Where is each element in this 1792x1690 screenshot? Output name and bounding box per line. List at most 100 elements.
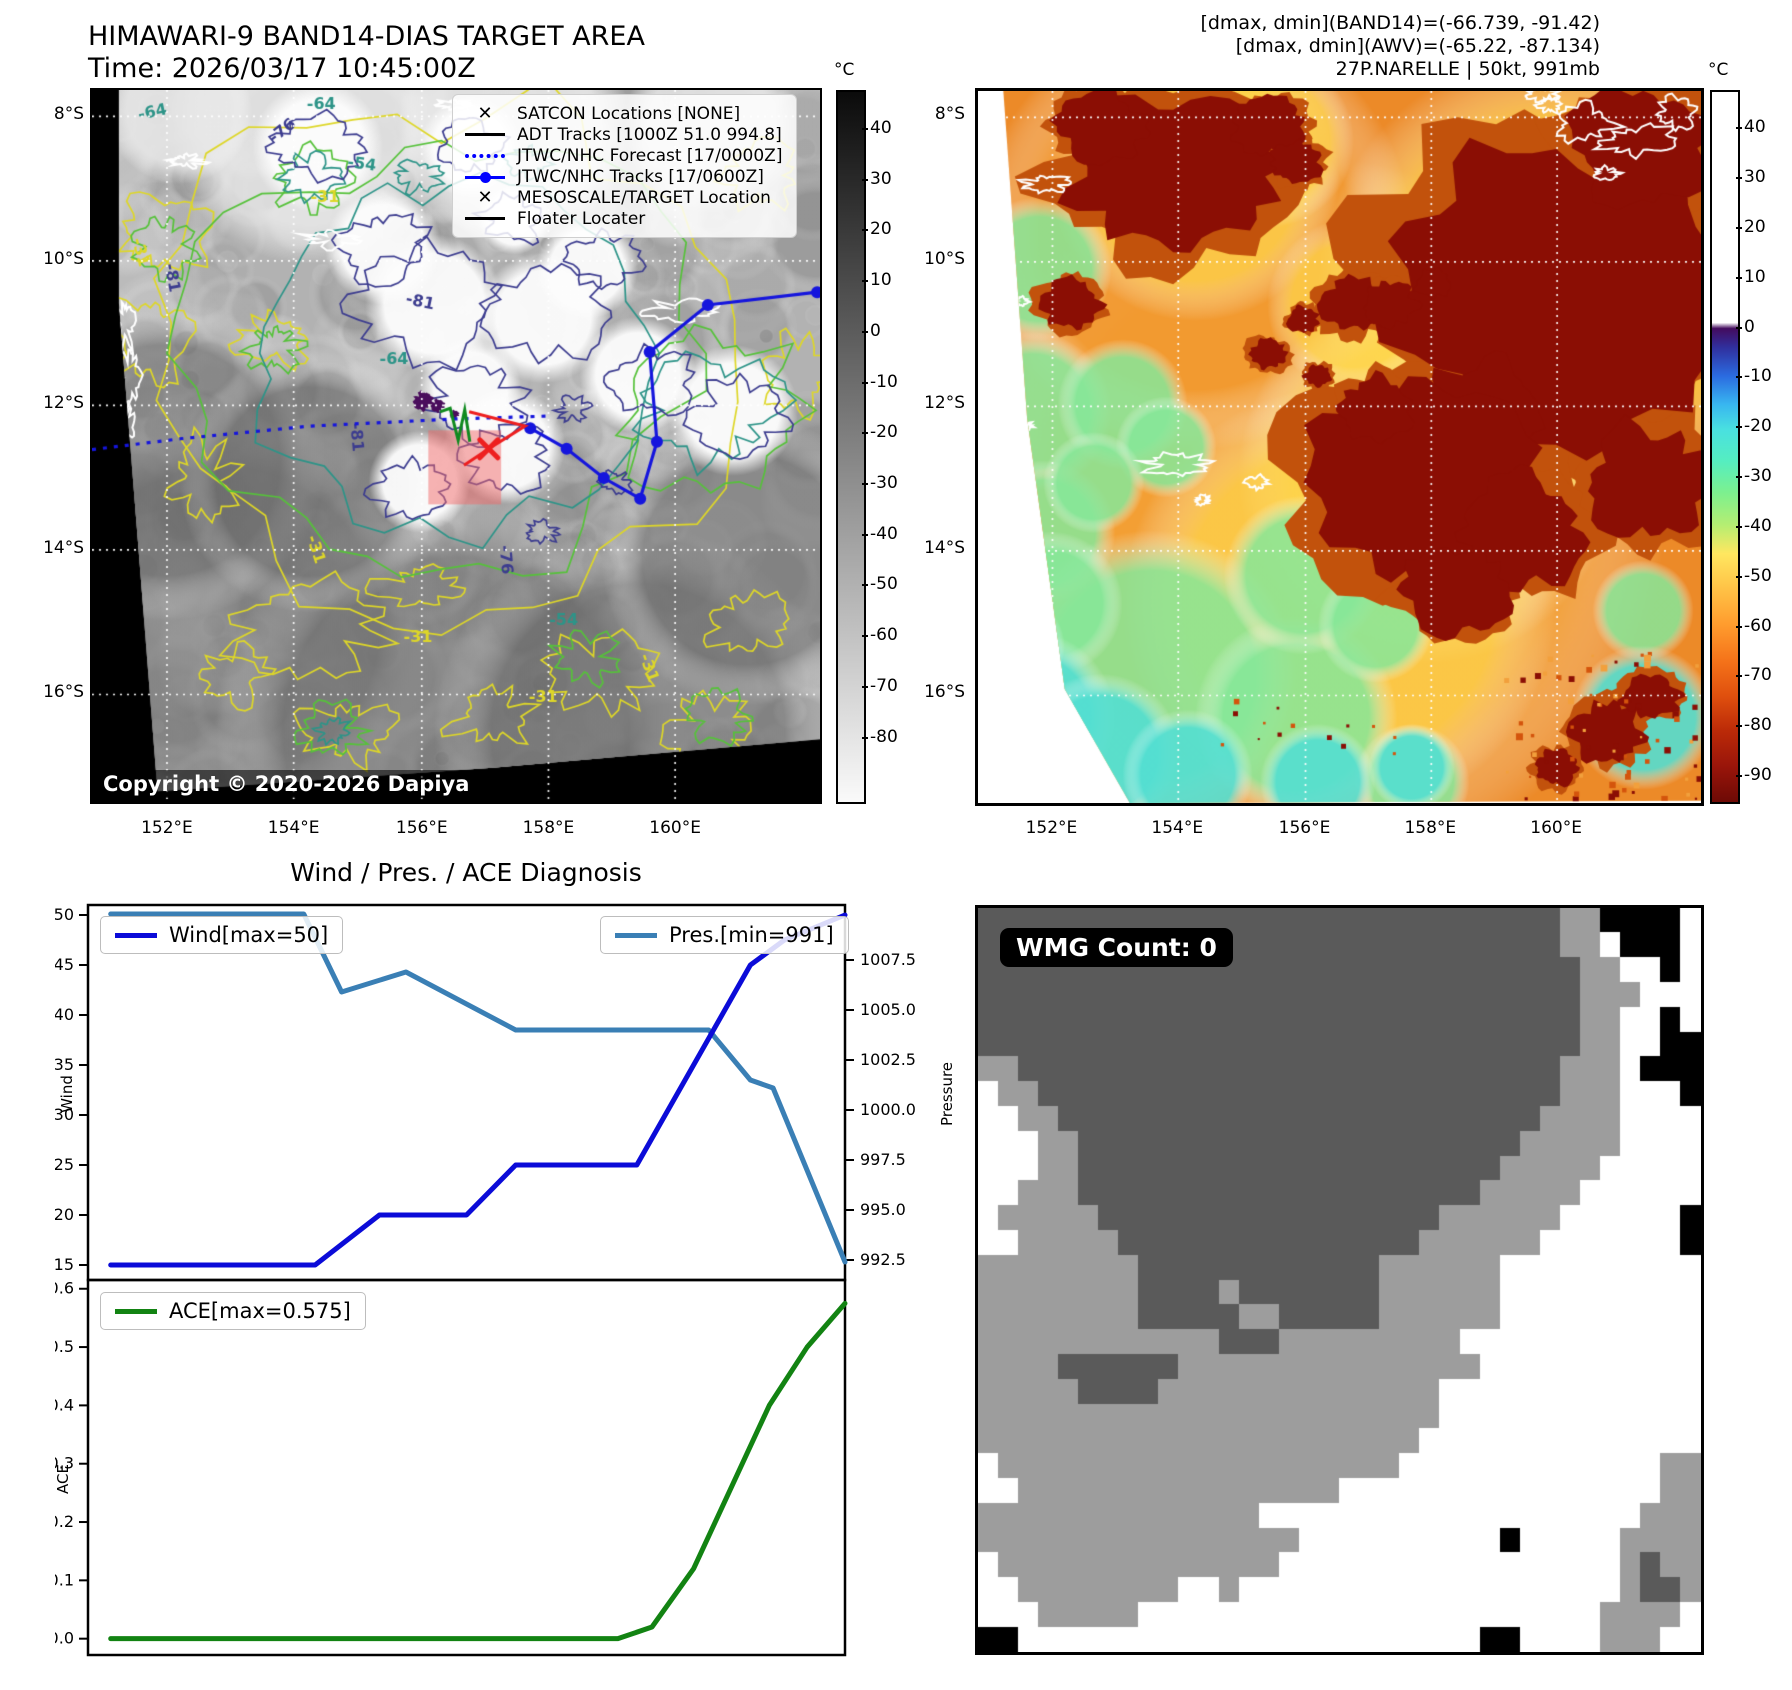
awv-colorbar-tick: 30: [1744, 167, 1766, 188]
awv-colorbar-tick: -80: [1744, 715, 1772, 736]
awv-y-tick-label: 16°S: [924, 682, 965, 703]
pressure-tick-label: 1005.0: [860, 1000, 916, 1019]
awv-colorbar-tickmark: [1736, 326, 1742, 329]
awv-colorbar-tickmark: [1736, 625, 1742, 628]
legend-label: MESOSCALE/TARGET Location: [517, 187, 771, 208]
ace-tick-label: 0.5: [55, 1337, 74, 1356]
ace-tick-label: 0.2: [55, 1512, 74, 1531]
band14-colorbar-tick: -80: [870, 726, 898, 747]
band14-x-tick-label: 154°E: [267, 818, 320, 838]
band14-x-tick-label: 152°E: [141, 818, 193, 838]
ace-tick-label: 0.1: [55, 1570, 74, 1589]
awv-colorbar-tickmark: [1736, 675, 1742, 678]
band14-colorbar-tick: -10: [870, 371, 898, 392]
diagnosis-title: Wind / Pres. / ACE Diagnosis: [290, 858, 642, 887]
wind-tick-label: 20: [55, 1205, 74, 1224]
band14-colorbar-tickmark: [862, 178, 868, 181]
band14-colorbar-tick: 0: [870, 320, 881, 341]
pressure-line: [108, 911, 848, 1265]
legend-label: SATCON Locations [NONE]: [517, 103, 741, 124]
forecast-dotted-line-icon: [463, 146, 507, 166]
awv-colorbar-tickmark: [1736, 177, 1742, 180]
awv-colorbar-tickmark: [1736, 376, 1742, 379]
awv-colorbar-tick: 20: [1744, 217, 1766, 238]
awv-colorbar-tick: -40: [1744, 515, 1772, 536]
awv-colorbar-title: °C: [1708, 60, 1729, 80]
band14-colorbar-tickmark: [862, 635, 868, 638]
wind-tick-label: 35: [55, 1055, 74, 1074]
wind-tick-label: 45: [55, 955, 74, 974]
band14-x-tick-label: 160°E: [649, 818, 701, 838]
awv-colorbar-tickmark: [1736, 276, 1742, 279]
floater-line-icon: [463, 209, 507, 229]
satcon-x-icon: ✕: [477, 103, 493, 124]
awv-colorbar-tick: -90: [1744, 765, 1772, 786]
band14-colorbar-tickmark: [862, 280, 868, 283]
awv-header-line1: [dmax, dmin](BAND14)=(-66.739, -91.42): [1200, 12, 1600, 34]
legend-item-tracks: JTWC/NHC Tracks [17/0600Z]: [463, 166, 782, 187]
band14-colorbar-tickmark: [862, 432, 868, 435]
legend-label: JTWC/NHC Forecast [17/0000Z]: [517, 145, 783, 166]
awv-y-tick-label: 14°S: [924, 537, 965, 558]
band14-y-tick-label: 8°S: [53, 104, 84, 125]
band14-colorbar-tickmark: [862, 483, 868, 486]
wind-tick-label: 30: [55, 1105, 74, 1124]
band14-title-line1: HIMAWARI-9 BAND14-DIAS TARGET AREA: [88, 21, 645, 52]
awv-x-tick-label: 156°E: [1278, 818, 1331, 838]
awv-colorbar-tick: 40: [1744, 117, 1766, 138]
awv-colorbar-tick: -50: [1744, 565, 1772, 586]
ace-line: [108, 1300, 848, 1642]
ace-tick-label: 0.6: [55, 1279, 74, 1298]
legend-item-adt: ADT Tracks [1000Z 51.0 994.8]: [463, 124, 782, 145]
awv-header: [dmax, dmin](BAND14)=(-66.739, -91.42) […: [1000, 12, 1600, 81]
band14-colorbar-tick: -70: [870, 675, 898, 696]
pressure-axis-label: Pressure: [938, 1061, 957, 1127]
wind-legend: Wind[max=50]: [100, 916, 344, 954]
diagnosis-charts: 15 20 25 30 35 40 45 50 1007.5 1005.0 1002.5 1000.0…: [55, 903, 916, 1657]
awv-satellite-map: [975, 88, 1704, 806]
awv-colorbar-tickmark: [1736, 775, 1742, 778]
ace-axis-label: ACE: [53, 1464, 72, 1494]
pressure-tick-label: 992.5: [860, 1250, 906, 1269]
ace-legend: ACE[max=0.575]: [100, 1292, 366, 1330]
awv-colorbar-tick: -60: [1744, 615, 1772, 636]
wmg-mask-map: [975, 905, 1704, 1655]
awv-x-tick-label: 160°E: [1530, 818, 1582, 838]
awv-header-line3: 27P.NARELLE | 50kt, 991mb: [1335, 58, 1600, 80]
awv-x-tick-label: 152°E: [1025, 818, 1078, 838]
wind-line-icon: [115, 932, 157, 938]
band14-title-line2: Time: 2026/03/17 10:45:00Z: [88, 53, 476, 84]
awv-colorbar-tick: -30: [1744, 466, 1772, 487]
band14-colorbar-tickmark: [862, 330, 868, 333]
wind-plot-frame: [86, 903, 847, 1282]
band14-colorbar-tick: -50: [870, 574, 898, 595]
band14-colorbar-tickmark: [862, 128, 868, 131]
band14-colorbar-tickmark: [862, 685, 868, 688]
band14-colorbar-tick: -40: [870, 523, 898, 544]
ace-line-icon: [115, 1308, 157, 1314]
band14-colorbar-tick: 10: [870, 270, 892, 291]
awv-x-tick-label: 158°E: [1404, 818, 1457, 838]
awv-y-tick-label: 12°S: [924, 393, 965, 414]
wind-line: [108, 912, 848, 1268]
awv-colorbar-tickmark: [1736, 476, 1742, 479]
awv-header-line2: [dmax, dmin](AWV)=(-65.22, -87.134): [1235, 35, 1600, 57]
wind-tick-label: 50: [55, 905, 74, 924]
band14-colorbar-tick: -20: [870, 422, 898, 443]
band14-colorbar-tickmark: [862, 381, 868, 384]
awv-colorbar-tickmark: [1736, 227, 1742, 230]
legend-item-satcon: ✕ SATCON Locations [NONE]: [463, 103, 782, 124]
band14-x-tick-label: 158°E: [522, 818, 575, 838]
pressure-legend: Pres.[min=991]: [600, 916, 849, 954]
awv-colorbar-tickmark: [1736, 575, 1742, 578]
band14-y-tick-label: 10°S: [43, 248, 84, 269]
band14-y-tick-label: 14°S: [43, 537, 84, 558]
track-line-dot-icon: [463, 167, 507, 187]
awv-colorbar-tick: 10: [1744, 266, 1766, 287]
awv-colorbar-tick: -10: [1744, 366, 1772, 387]
band14-map-legend: ✕ SATCON Locations [NONE] ADT Tracks [100…: [452, 94, 798, 238]
band14-colorbar: [836, 90, 866, 804]
band14-colorbar-tickmark: [862, 736, 868, 739]
pressure-tick-label: 1002.5: [860, 1050, 916, 1069]
wind-legend-label: Wind[max=50]: [169, 923, 329, 947]
